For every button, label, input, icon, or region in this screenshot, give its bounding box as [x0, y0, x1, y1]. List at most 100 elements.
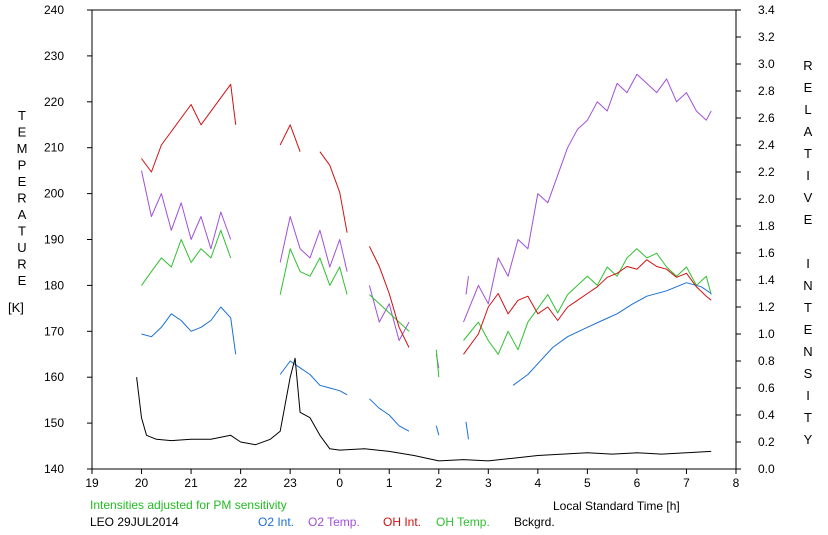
- left-axis-letter: A: [18, 207, 27, 222]
- y-left-tick-label: 230: [44, 49, 64, 63]
- series-line-o2-int: [369, 398, 410, 432]
- left-axis-ticks: 140 150 160 170 180 190 200 210 220 230 240: [44, 3, 92, 476]
- x-axis-label: Local Standard Time [h]: [553, 499, 680, 513]
- right-axis-letter: I: [806, 388, 810, 403]
- series-line-oh-temp: [141, 229, 232, 286]
- series-line-oh-int: [319, 151, 348, 233]
- site-date-label: LEO 29JUL2014: [90, 515, 179, 529]
- right-axis-letter: S: [804, 366, 813, 381]
- series-line-o2-temp: [463, 73, 712, 323]
- right-axis-letter: R: [803, 58, 812, 73]
- right-axis-letter: T: [804, 300, 812, 315]
- right-axis-letter: Y: [804, 432, 813, 447]
- x-tick-label: 3: [485, 476, 492, 490]
- legend-o2-temp: O2 Temp.: [308, 515, 360, 529]
- series-line-o2-int: [279, 360, 348, 396]
- right-axis-letter: E: [804, 80, 813, 95]
- x-tick-label: 4: [535, 476, 542, 490]
- series-line-o2-int: [512, 282, 712, 386]
- series-line-oh-int: [463, 259, 712, 355]
- right-axis-letter: I: [806, 168, 810, 183]
- y-left-tick-label: 150: [44, 416, 64, 430]
- left-axis-letter: R: [17, 191, 26, 206]
- x-tick-label: 5: [584, 476, 591, 490]
- right-axis-letter: L: [804, 102, 811, 117]
- y-right-tick-label: 3.4: [758, 3, 775, 17]
- series-line-oh-temp: [279, 248, 348, 295]
- y-left-tick-label: 170: [44, 324, 64, 338]
- series-line-o2-int: [435, 425, 440, 436]
- x-tick-label: 0: [336, 476, 343, 490]
- y-right-tick-label: 2.6: [758, 111, 775, 125]
- y-left-tick-label: 210: [44, 141, 64, 155]
- left-axis-letter: P: [18, 158, 27, 173]
- plot-frame: [91, 9, 737, 470]
- right-axis-letter: E: [804, 322, 813, 337]
- y-right-tick-label: 1.6: [758, 246, 775, 260]
- right-axis-letter: N: [803, 278, 812, 293]
- y-right-tick-label: 0.0: [758, 462, 775, 476]
- legend-o2-int: O2 Int.: [258, 515, 294, 529]
- y-right-tick-label: 1.2: [758, 300, 775, 314]
- x-tick-label: 20: [135, 476, 149, 490]
- series-line-oh-temp: [369, 294, 410, 332]
- series-line-o2-int: [465, 421, 469, 440]
- right-axis-letter: V: [804, 190, 813, 205]
- series-line-oh-temp: [435, 349, 440, 378]
- left-axis-unit: [K]: [8, 300, 24, 315]
- legend: O2 Int. O2 Temp. OH Int. OH Temp. Bckgrd…: [258, 515, 555, 529]
- series-layer: [136, 73, 712, 462]
- y-right-tick-label: 1.0: [758, 327, 775, 341]
- x-tick-label: 7: [683, 476, 690, 490]
- x-tick-label: 21: [184, 476, 198, 490]
- x-tick-label: 22: [234, 476, 248, 490]
- y-left-tick-label: 220: [44, 95, 64, 109]
- left-axis-letter: U: [17, 240, 26, 255]
- y-right-tick-label: 0.4: [758, 408, 775, 422]
- y-right-tick-label: 1.4: [758, 273, 775, 287]
- right-axis-letter: E: [804, 212, 813, 227]
- series-line-o2-temp: [141, 170, 232, 250]
- x-tick-label: 19: [85, 476, 99, 490]
- left-axis-letter: E: [18, 125, 27, 140]
- series-line-oh-int: [368, 246, 410, 348]
- right-axis-ticks: 0.0 0.2 0.4 0.6 0.8 1.0 1.2 1.4 1.6 1.8 2.0 2.2 2.4 2…: [736, 3, 775, 476]
- y-right-tick-label: 3.2: [758, 30, 775, 44]
- y-left-tick-label: 190: [44, 233, 64, 247]
- x-tick-label: 6: [634, 476, 641, 490]
- right-axis-letter: N: [803, 344, 812, 359]
- y-left-tick-label: 140: [44, 462, 64, 476]
- y-right-tick-label: 0.6: [758, 381, 775, 395]
- series-line-o2-int: [141, 306, 237, 355]
- y-right-tick-label: 0.2: [758, 435, 775, 449]
- y-right-tick-label: 2.2: [758, 165, 775, 179]
- left-axis-letter: R: [17, 257, 26, 272]
- y-left-tick-label: 160: [44, 370, 64, 384]
- series-line-o2-temp: [465, 276, 469, 295]
- pm-sensitivity-note: Intensities adjusted for PM sensitivity: [90, 498, 287, 512]
- series-line-oh-temp: [463, 248, 712, 355]
- right-axis-letter: A: [804, 124, 813, 139]
- series-line-o2-temp: [279, 216, 348, 272]
- y-right-tick-label: 2.4: [758, 138, 775, 152]
- y-left-tick-label: 180: [44, 278, 64, 292]
- y-left-tick-label: 240: [44, 3, 64, 17]
- left-axis-letter: E: [18, 273, 27, 288]
- legend-oh-int: OH Int.: [383, 515, 421, 529]
- x-tick-label: 23: [283, 476, 297, 490]
- left-axis-letter: M: [17, 141, 28, 156]
- y-right-tick-label: 3.0: [758, 57, 775, 71]
- x-tick-label: 1: [386, 476, 393, 490]
- right-axis-letter: T: [804, 410, 812, 425]
- right-axis-letter: T: [804, 146, 812, 161]
- series-line-bckgrd: [136, 357, 712, 462]
- series-line-oh-int: [141, 83, 237, 173]
- x-axis-ticks: 19 20 21 22 23 0 1 2 3 4 5 6 7 8: [85, 469, 740, 490]
- right-axis-letter: I: [806, 256, 810, 271]
- legend-bckgrd: Bckgrd.: [514, 515, 555, 529]
- x-tick-label: 8: [733, 476, 740, 490]
- y-left-tick-label: 200: [44, 187, 64, 201]
